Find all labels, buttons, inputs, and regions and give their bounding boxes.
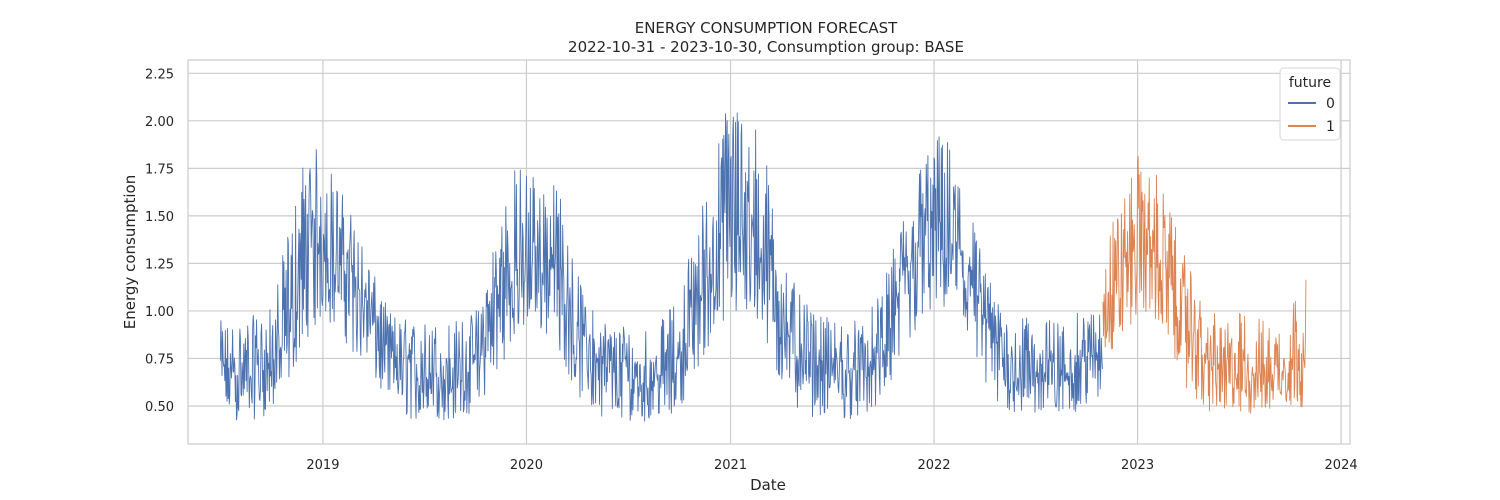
y-tick-label: 1.00 bbox=[145, 305, 174, 320]
x-tick-label: 2022 bbox=[917, 458, 950, 473]
chart-subtitle: 2022-10-31 - 2023-10-30, Consumption gro… bbox=[568, 38, 964, 56]
y-tick-label: 2.25 bbox=[145, 67, 174, 82]
y-tick-label: 2.00 bbox=[145, 115, 174, 130]
y-tick-label: 1.25 bbox=[145, 257, 174, 272]
x-tick-label: 2020 bbox=[510, 458, 543, 473]
axes-layer: 0.50 0.75 1.00 1.25 1.50 1.75 2.00 2.25 2019 2020… bbox=[145, 67, 1358, 473]
x-tick-label: 2019 bbox=[306, 458, 339, 473]
chart-title: ENERGY CONSUMPTION FORECAST bbox=[635, 19, 898, 37]
legend-label-0: 0 bbox=[1326, 96, 1335, 112]
y-tick-label: 0.50 bbox=[145, 400, 174, 415]
y-tick-label: 1.75 bbox=[145, 162, 174, 177]
legend-title: future bbox=[1289, 75, 1331, 91]
x-tick-label: 2023 bbox=[1121, 458, 1154, 473]
y-tick-label: 1.50 bbox=[145, 210, 174, 225]
x-tick-label: 2021 bbox=[714, 458, 747, 473]
x-tick-label: 2024 bbox=[1325, 458, 1358, 473]
x-axis-label: Date bbox=[750, 476, 786, 494]
series-line-1 bbox=[1102, 155, 1307, 414]
y-tick-label: 0.75 bbox=[145, 352, 174, 367]
series-line-0 bbox=[219, 112, 1103, 422]
y-axis-label: Energy consumption bbox=[121, 175, 139, 329]
legend: future 0 1 bbox=[1279, 67, 1341, 141]
series-layer bbox=[219, 112, 1307, 422]
legend-label-1: 1 bbox=[1326, 119, 1335, 135]
